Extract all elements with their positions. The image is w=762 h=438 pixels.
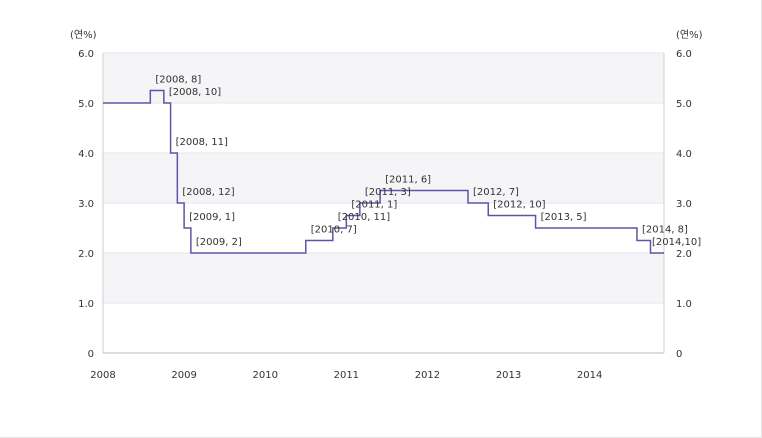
y-unit-label-left: (연%) bbox=[70, 29, 97, 41]
y-tick-label: 4.0 bbox=[78, 149, 94, 160]
annotation-label: [2013, 5] bbox=[541, 212, 587, 223]
annotation-label: [2011, 1] bbox=[351, 200, 397, 211]
y-tick-label: 0 bbox=[88, 349, 94, 360]
x-tick-label: 2014 bbox=[577, 370, 602, 381]
y-tick-label: 5.0 bbox=[676, 99, 692, 110]
annotations: [2008, 8][2008, 10] [2008, 11] [2008, 12] [… bbox=[155, 75, 701, 249]
grid-band bbox=[103, 153, 664, 203]
annotation-label: [2011, 3] bbox=[365, 187, 411, 198]
y-tick-label: 2.0 bbox=[676, 249, 692, 260]
annotation-label: [2011, 6] bbox=[385, 175, 431, 186]
y-tick-label: 2.0 bbox=[78, 249, 94, 260]
annotation-label: [2010, 11] bbox=[338, 212, 390, 223]
annotation-label: [2012, 10] bbox=[493, 200, 545, 211]
x-tick-label: 2010 bbox=[252, 370, 277, 381]
annotation-label: [2012, 7] bbox=[473, 187, 519, 198]
grid-band bbox=[103, 253, 664, 303]
y-tick-label: 1.0 bbox=[676, 299, 692, 310]
y-tick-label: 6.0 bbox=[78, 49, 94, 60]
annotation-label: [2008, 8] bbox=[155, 75, 201, 86]
x-tick-label: 2012 bbox=[415, 370, 440, 381]
y-ticks-right: 0 1.0 2.0 3.0 4.0 5.0 6.0 bbox=[676, 49, 692, 360]
annotation-label: [2009, 2] bbox=[196, 237, 242, 248]
x-ticks: 2008 2009 2010 2011 2012 2013 2014 bbox=[90, 370, 602, 381]
annotation-label: [2008, 12] bbox=[182, 187, 234, 198]
annotation-label: [2008, 11] bbox=[176, 137, 228, 148]
annotation-label: [2014, 8] bbox=[642, 225, 688, 236]
rate-step-line bbox=[103, 89, 664, 254]
annotation-label: [2014,10] bbox=[652, 237, 701, 248]
annotation-label: [2009, 1] bbox=[189, 212, 235, 223]
x-tick-label: 2013 bbox=[496, 370, 521, 381]
x-tick-label: 2009 bbox=[171, 370, 196, 381]
y-tick-label: 1.0 bbox=[78, 299, 94, 310]
y-unit-label-right: (연%) bbox=[676, 29, 703, 41]
y-tick-label: 3.0 bbox=[78, 199, 94, 210]
x-tick-label: 2008 bbox=[90, 370, 115, 381]
y-tick-label: 5.0 bbox=[78, 99, 94, 110]
y-tick-label: 3.0 bbox=[676, 199, 692, 210]
series bbox=[103, 89, 664, 254]
annotation-label: [2008, 10] bbox=[169, 87, 221, 98]
background-bands bbox=[103, 53, 664, 303]
y-ticks-left: 0 1.0 2.0 3.0 4.0 5.0 6.0 bbox=[78, 49, 94, 360]
y-tick-label: 6.0 bbox=[676, 49, 692, 60]
annotation-label: [2010, 7] bbox=[311, 225, 357, 236]
y-tick-label: 4.0 bbox=[676, 149, 692, 160]
grid-band bbox=[103, 53, 664, 103]
y-tick-label: 0 bbox=[676, 349, 682, 360]
x-tick-label: 2011 bbox=[334, 370, 359, 381]
